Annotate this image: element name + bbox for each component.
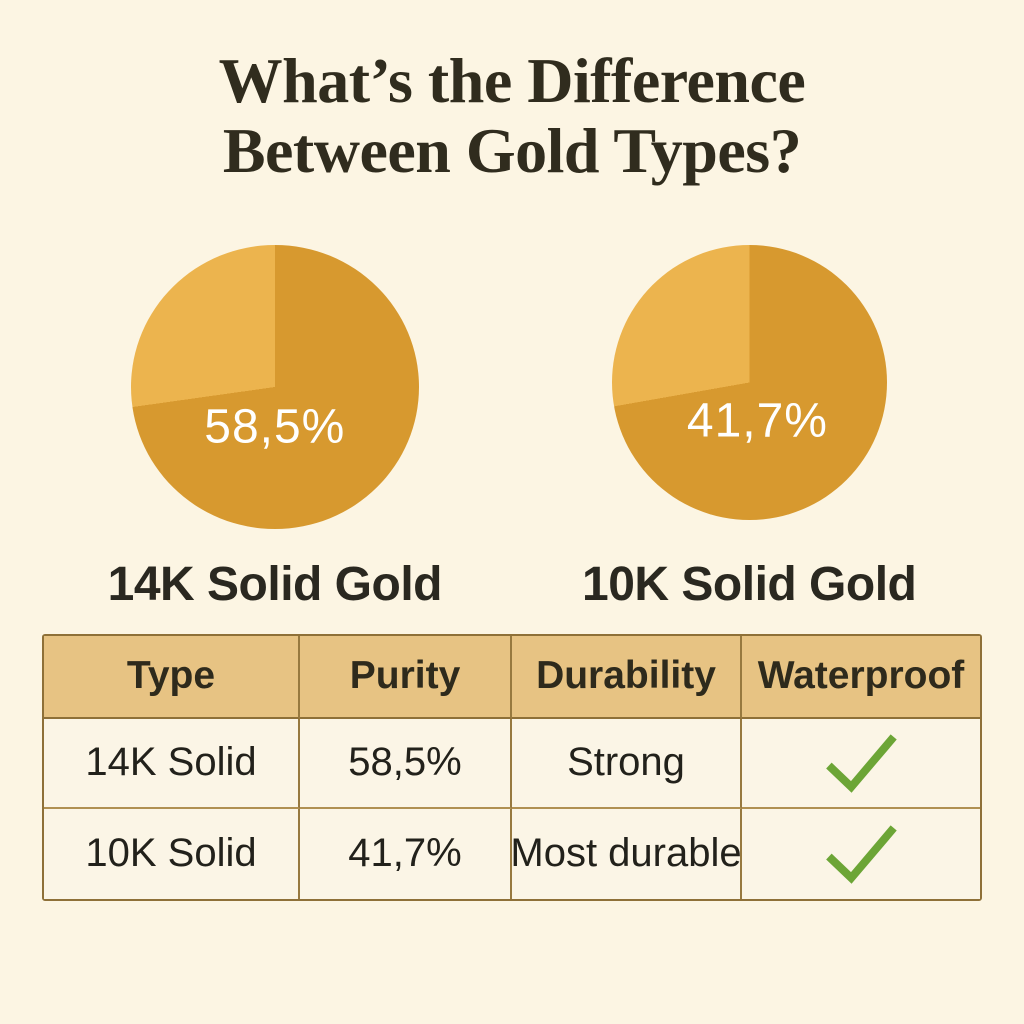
table-cell-durability-14k: Strong bbox=[512, 718, 742, 809]
table-cell-type-14k: 14K Solid bbox=[44, 718, 300, 809]
pie-percentage-label-14k: 58,5% bbox=[204, 400, 346, 454]
table-cell-purity-14k: 58,5% bbox=[300, 718, 512, 809]
table-header-type: Type bbox=[44, 635, 300, 719]
pie-caption-14k: 14K Solid Gold bbox=[107, 557, 443, 611]
page-title-line1: What’s the Difference bbox=[218, 45, 806, 116]
page-title: What’s the Difference Between Gold Types… bbox=[0, 0, 1024, 187]
pie-charts-row: 58,5% 14K Solid Gold 41,7% 10K Solid Gol… bbox=[0, 244, 1024, 612]
table-cell-waterproof-10k bbox=[742, 808, 980, 899]
comparison-table: Type Purity Durability Waterproof 14K So… bbox=[42, 633, 982, 901]
pie-percentage-label-10k: 41,7% bbox=[686, 394, 828, 448]
page-title-line2: Between Gold Types? bbox=[222, 115, 802, 187]
table-cell-durability-10k: Most durable bbox=[510, 808, 742, 899]
pie-column-10k: 41,7% 10K Solid Gold bbox=[582, 244, 917, 612]
table-header-durability: Durability bbox=[512, 635, 742, 719]
pie-chart-14k: 58,5% bbox=[130, 244, 419, 529]
table-header-purity: Purity bbox=[300, 635, 512, 719]
table-cell-type-10k: 10K Solid bbox=[44, 808, 300, 899]
checkmark-icon bbox=[826, 734, 897, 793]
pie-column-14k: 58,5% 14K Solid Gold bbox=[107, 244, 443, 612]
table-cell-purity-10k: 41,7% bbox=[300, 808, 512, 899]
checkmark-icon bbox=[826, 825, 897, 884]
pie-caption-10k: 10K Solid Gold bbox=[582, 557, 917, 611]
pie-chart-10k: 41,7% bbox=[611, 244, 887, 520]
table-header-waterproof: Waterproof bbox=[742, 635, 980, 719]
table-cell-waterproof-14k bbox=[742, 718, 980, 809]
